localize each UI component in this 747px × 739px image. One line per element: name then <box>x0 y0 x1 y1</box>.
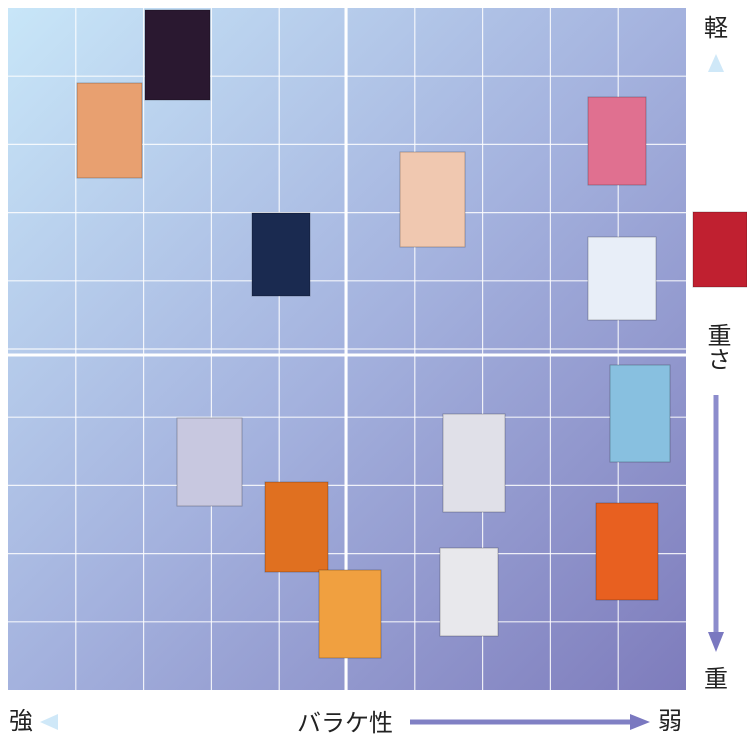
horizontal-axis: 強 バラケ性 弱 <box>9 707 682 737</box>
product-package <box>443 414 505 512</box>
axis-label: バラケ性 <box>297 709 393 737</box>
vertical-axis: 軽 重さ 重 <box>693 14 747 693</box>
axis-label: 重 <box>704 665 728 693</box>
product-package <box>319 570 381 658</box>
axis-arrow-head <box>630 714 650 730</box>
axis-label: 重さ <box>703 323 731 371</box>
product-package <box>400 152 465 247</box>
product-package <box>693 212 747 287</box>
product-package <box>588 97 646 185</box>
product-package <box>588 237 656 320</box>
axis-label: 軽 <box>704 14 728 42</box>
product-package <box>610 365 670 462</box>
product-package <box>252 213 310 296</box>
axis-label: 強 <box>9 707 33 735</box>
product-package <box>145 10 210 100</box>
product-package <box>440 548 498 636</box>
axis-arrow-head <box>708 54 724 72</box>
product-package <box>265 482 328 572</box>
product-package <box>596 503 658 600</box>
axis-arrow-head <box>708 632 724 652</box>
axis-arrow-head <box>40 714 58 730</box>
product-package <box>77 83 142 178</box>
product-package <box>177 418 242 506</box>
axis-label: 弱 <box>658 707 682 735</box>
positioning-map: 軽 重さ 重 強 バラケ性 弱 <box>0 0 747 739</box>
